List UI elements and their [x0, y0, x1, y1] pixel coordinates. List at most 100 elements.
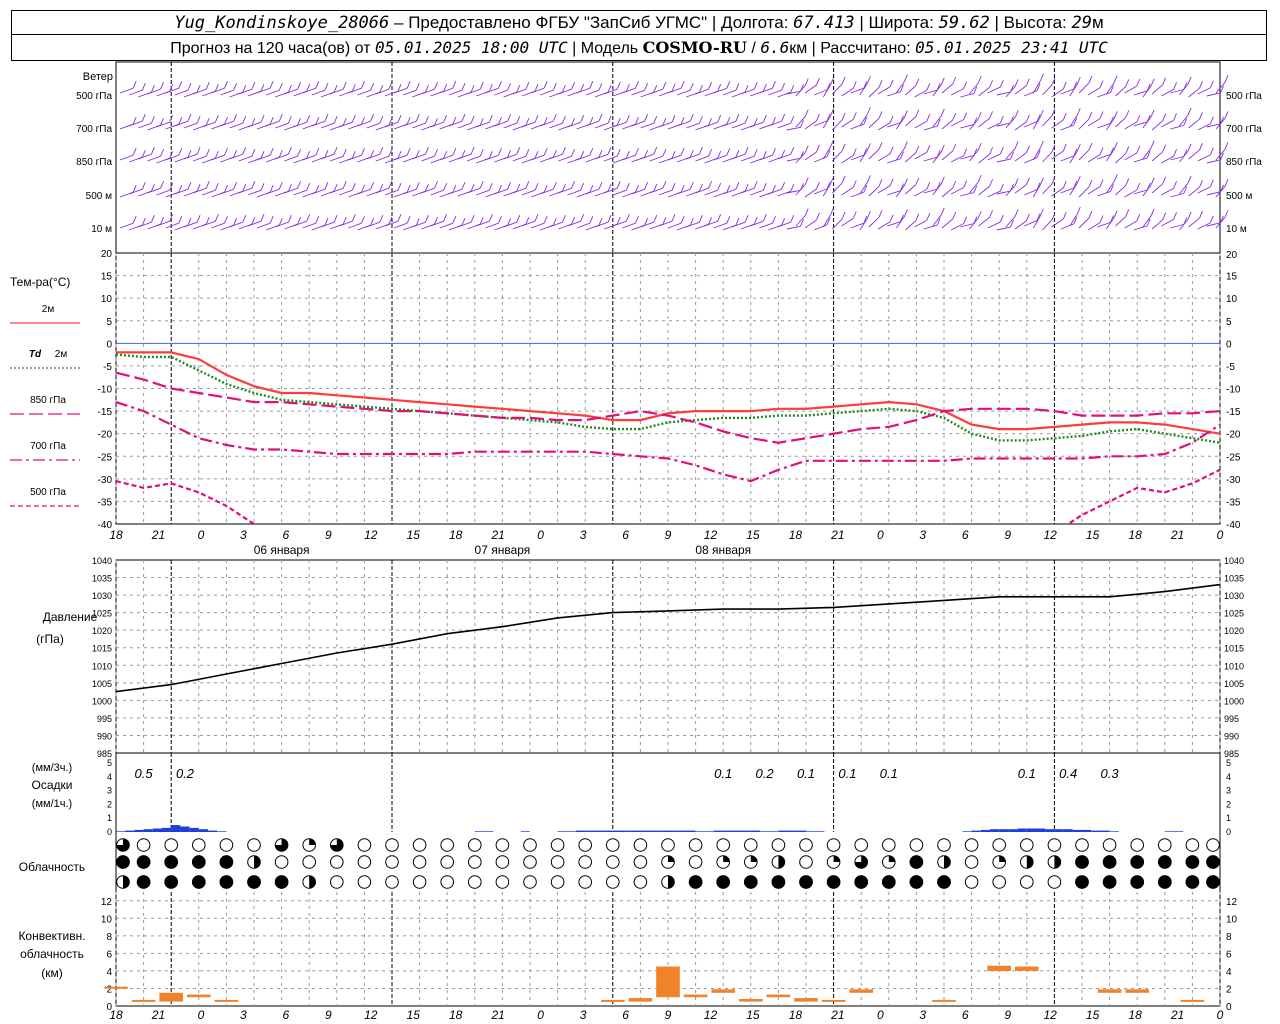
wind-barb — [731, 122, 746, 129]
wind-barb-feather — [224, 81, 228, 89]
wind-barb-feather — [589, 185, 594, 193]
wind-barb-feather — [717, 214, 722, 222]
wind-barb — [402, 89, 417, 96]
wind-barb — [1188, 217, 1200, 228]
time-tick-label-bottom: 9 — [1004, 1008, 1011, 1022]
wind-barb — [1024, 157, 1038, 164]
wind-barb — [293, 220, 307, 227]
wind-barb-feather — [580, 151, 585, 159]
wind-barb — [311, 188, 326, 195]
wind-barb — [905, 116, 917, 127]
precip-bar — [760, 831, 770, 832]
wind-barb-feather — [598, 83, 603, 91]
conv-bar — [821, 999, 846, 1002]
wind-barb — [265, 89, 280, 96]
wind-barb — [1151, 219, 1163, 230]
precip-bar — [189, 827, 199, 832]
wind-barb-feather — [498, 81, 502, 89]
wind-barb-feather — [443, 115, 448, 123]
wind-barb — [1042, 219, 1053, 231]
wind-barb — [1142, 116, 1152, 129]
wind-barb-feather — [625, 151, 630, 159]
temp-tick-label: 20 — [101, 249, 113, 260]
wind-barb-feather — [552, 114, 557, 122]
wind-barb — [795, 152, 806, 164]
temp-tick-label-right: 20 — [1226, 250, 1238, 261]
wind-barb-feather — [1073, 148, 1078, 157]
wind-barb-feather — [571, 82, 575, 90]
cloud-symbol — [357, 875, 372, 889]
wind-barb-feather — [977, 75, 982, 84]
wind-barb-feather — [1051, 212, 1056, 220]
wind-barb — [914, 151, 928, 160]
wind-barb — [905, 152, 917, 163]
wind-barb-feather — [214, 84, 219, 92]
wind-barb-feather — [516, 215, 521, 223]
wind-barb-feather — [224, 185, 228, 193]
wind-barb — [320, 221, 335, 228]
wind-barb — [841, 217, 854, 227]
cloud-symbol — [799, 838, 813, 852]
wind-barb-feather — [297, 181, 301, 189]
wind-barb-feather — [772, 216, 776, 224]
wind-barb-feather — [242, 184, 247, 192]
wind-barb-feather — [1062, 211, 1067, 220]
wind-barb-feather — [662, 118, 667, 126]
wind-barb-feather — [1088, 75, 1093, 84]
wind-barb-feather — [689, 150, 694, 158]
wind-barb-feather — [1099, 111, 1104, 119]
cloud-symbol-part — [723, 855, 730, 862]
wind-barb-feather — [370, 150, 375, 158]
wind-barb-feather — [224, 117, 228, 125]
wind-barb-feather — [903, 178, 908, 186]
conv-bar — [601, 999, 625, 1002]
conv-tick-label-right: 10 — [1226, 914, 1238, 925]
wind-barb — [786, 90, 801, 95]
wind-barb-feather — [1076, 175, 1081, 184]
wind-barb — [960, 223, 974, 228]
wind-barb-feather — [699, 147, 703, 155]
wind-barb — [676, 89, 691, 96]
wind-barb — [1005, 86, 1016, 98]
wind-barb — [275, 221, 289, 228]
precip-unit3: (мм/3ч.) — [32, 762, 72, 774]
wind-barb-feather — [790, 184, 795, 192]
wind-barb-feather — [507, 150, 512, 158]
precip-label: 0.1 — [880, 766, 898, 781]
wind-barb-feather — [952, 76, 957, 85]
conv-tick-label: 0 — [106, 1002, 112, 1013]
wind-barb-feather — [708, 82, 712, 90]
wind-barb-feather — [680, 216, 685, 224]
wind-barb-feather — [735, 83, 740, 91]
wind-barb-feather — [1150, 140, 1155, 148]
precip-title: Осадки — [32, 778, 73, 792]
cloud-symbol — [440, 855, 455, 869]
wind-title: Ветер — [83, 71, 113, 83]
wind-barb — [649, 155, 664, 162]
wind-barb-feather — [306, 115, 311, 123]
wind-barb-feather — [1173, 82, 1177, 90]
temp-tick-label: 15 — [101, 272, 113, 283]
time-tick-label: 15 — [407, 528, 421, 542]
wind-barb — [978, 217, 990, 227]
press-tick-label: 1015 — [92, 644, 112, 654]
wind-barb-feather — [132, 81, 137, 89]
cloud-symbol-part — [309, 875, 316, 889]
wind-barb — [476, 189, 490, 196]
cloud-symbol-fill — [1075, 855, 1089, 869]
temp-tick-label: -25 — [98, 452, 113, 463]
conv-bar — [159, 992, 183, 1002]
wind-barb-feather — [635, 117, 639, 125]
wind-barb — [923, 125, 938, 131]
wind-barb-feather — [479, 181, 484, 189]
wind-barb — [1160, 89, 1174, 97]
press-tick-label: 985 — [97, 749, 112, 759]
temp-series-1 — [116, 353, 1220, 444]
precip-bar — [474, 831, 484, 832]
wind-barb — [1032, 184, 1041, 198]
wind-barb — [1142, 215, 1152, 228]
wind-barb-feather — [370, 114, 375, 122]
wind-barb-feather — [214, 151, 219, 159]
wind-barb — [1087, 118, 1101, 127]
temp-tick-label: 0 — [106, 339, 112, 350]
